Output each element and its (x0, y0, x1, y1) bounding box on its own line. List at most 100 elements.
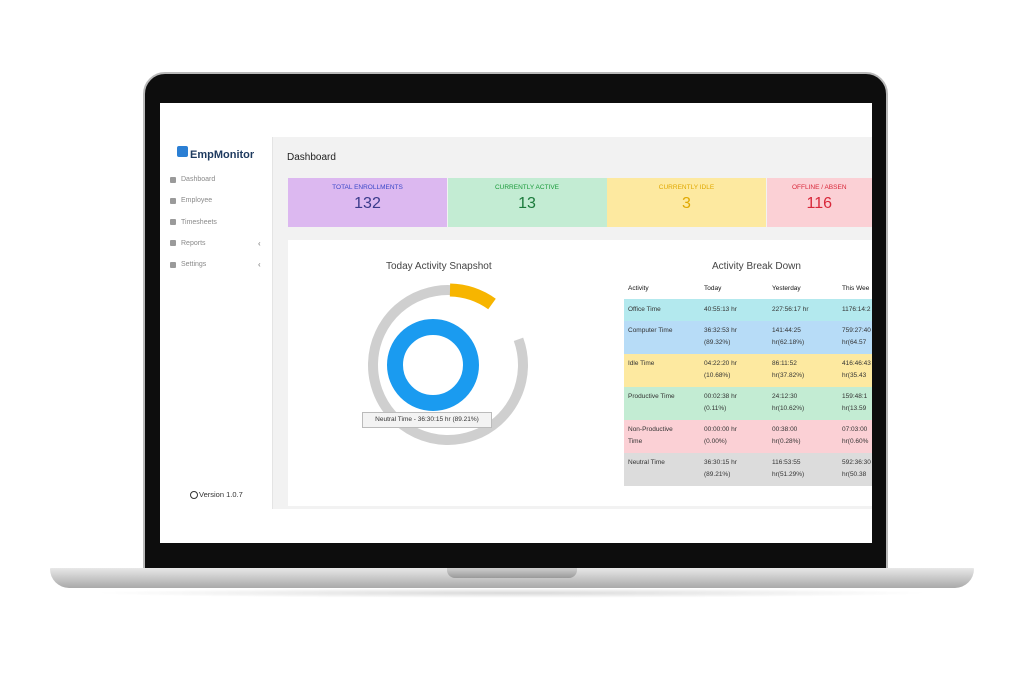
table-row: Idle Time 04:22:20 hr (10.68%) 86:11:52 hr(3… (624, 354, 872, 387)
cell-line: (0.11%) (704, 405, 727, 412)
table-cell: Non-Productive Time (628, 424, 694, 448)
table-cell: 116:53:55 hr(51.29%) (772, 457, 838, 481)
nav-icon (170, 176, 176, 183)
laptop-base (50, 568, 974, 588)
breakdown-table: Activity Today Yesterday This Wee Office Tim… (624, 277, 872, 486)
cell-line: 00:02:38 hr (704, 393, 737, 400)
nav-label[interactable]: Reports (181, 239, 206, 247)
cell-line: 416:46:43 (842, 360, 871, 367)
donut-chart (368, 283, 528, 445)
version-text: Version 1.0.7 (199, 490, 243, 499)
card-label: OFFLINE / ABSEN (791, 184, 847, 191)
cell-line: hr(37.82%) (772, 372, 805, 379)
snapshot-title: Today Activity Snapshot (386, 261, 492, 272)
table-cell: Computer Time (628, 325, 694, 337)
nav-item[interactable]: Dashboard (170, 176, 215, 183)
stat-card: CURRENTLY ACTIVE 13 (447, 178, 607, 227)
table-cell: Office Time (628, 304, 694, 316)
help-icon (190, 490, 198, 499)
nav-icon (170, 261, 176, 268)
cell-line: 40:55:13 hr (704, 306, 737, 313)
table-row: Office Time 40:55:13 hr 227:56:17 hr 1176:1… (624, 299, 872, 321)
cell-line: hr(0.28%) (772, 438, 801, 445)
nav-item[interactable]: Employee (170, 197, 212, 204)
table-cell: Neutral Time (628, 457, 694, 469)
card-value: 116 (806, 195, 832, 212)
outer-ring (368, 285, 528, 445)
table-cell: 36:32:53 hr (89.32%) (704, 325, 770, 349)
nav-label[interactable]: Timesheets (181, 218, 217, 226)
nav-item[interactable]: Reports (170, 240, 206, 247)
nav-label[interactable]: Employee (181, 197, 213, 205)
nav-icon (170, 197, 176, 204)
table-cell: 04:22:20 hr (10.68%) (704, 358, 770, 382)
stat-card: TOTAL ENROLLMENTS 132 (288, 178, 447, 227)
nav-label[interactable]: Settings (181, 261, 207, 269)
inner-ring (387, 319, 479, 411)
cell-line: 36:32:53 hr (704, 327, 737, 334)
table-cell: 1176:14:2 (842, 304, 872, 316)
nav-icon (170, 219, 176, 226)
table-cell: Productive Time (628, 391, 694, 403)
page-title: Dashboard (287, 152, 336, 163)
cell-line: 00:00:00 hr (704, 426, 737, 433)
cell-line: Neutral Time (628, 459, 665, 466)
table-cell: 00:38:00 hr(0.28%) (772, 424, 838, 448)
table-header: Activity Today Yesterday This Wee (624, 277, 872, 299)
card-value: 13 (518, 195, 536, 212)
cell-line: 04:22:20 hr (704, 360, 737, 367)
cell-line: hr(51.29%) (772, 471, 805, 478)
table-cell: 07:03:00 hr(0.60% (842, 424, 872, 448)
cell-line: 592:36:30 (842, 459, 871, 466)
chevron[interactable]: ‹ (258, 238, 261, 248)
table-cell: 00:02:38 hr (0.11%) (704, 391, 770, 415)
app: EmpMonitor Version 1.0.7 Dashboard Employ… (160, 137, 872, 509)
column-header: This Wee (842, 285, 870, 292)
sidebar: EmpMonitor Version 1.0.7 Dashboard Employ… (160, 137, 273, 509)
cell-line: hr(35.43 (842, 372, 867, 379)
idle-segment (449, 283, 496, 310)
nav-label[interactable]: Dashboard (181, 176, 216, 183)
table-cell: Idle Time (628, 358, 694, 370)
table-cell: 36:30:15 hr (89.21%) (704, 457, 770, 481)
cell-line: 116:53:55 (772, 459, 801, 466)
cell-line: Idle Time (628, 360, 655, 367)
chevron[interactable]: ‹ (258, 260, 261, 270)
screen: EmpMonitor Version 1.0.7 Dashboard Employ… (160, 103, 872, 543)
table-cell: 159:48:1 hr(13.59 (842, 391, 872, 415)
nav-item[interactable]: Timesheets (170, 219, 217, 226)
card-label: CURRENTLY IDLE (658, 184, 715, 191)
table-cell: 227:56:17 hr (772, 304, 838, 316)
cell-line: 759:27:40 (842, 327, 871, 334)
column-header: Yesterday (772, 285, 801, 292)
cell-line: 00:38:00 (772, 426, 798, 433)
table-cell: 141:44:25 hr(62.18%) (772, 325, 838, 349)
cell-line: hr(0.60% (842, 438, 869, 445)
version: Version 1.0.7 (190, 490, 243, 499)
nav-item[interactable]: Settings (170, 261, 206, 268)
cell-line: (10.68%) (704, 372, 731, 379)
card-label: TOTAL ENROLLMENTS (332, 184, 403, 191)
tooltip: Neutral Time - 36:30:15 hr (89.21%) (362, 412, 492, 428)
table-cell: 00:00:00 hr (0.00%) (704, 424, 770, 448)
brand: EmpMonitor (190, 149, 255, 161)
table-row: Computer Time 36:32:53 hr (89.32%) 141:44:2… (624, 321, 872, 354)
column-header: Activity (628, 285, 649, 292)
cell-line: 227:56:17 hr (772, 306, 809, 313)
cell-line: (89.32%) (704, 339, 731, 346)
logo-icon (177, 146, 188, 157)
nav-icon (170, 240, 176, 247)
cell-line: (0.00%) (704, 438, 727, 445)
stat-card: OFFLINE / ABSEN 116 (766, 178, 872, 227)
cell-line: 141:44:25 (772, 327, 801, 334)
cell-line: Productive Time (628, 393, 675, 400)
card-value: 3 (682, 195, 691, 212)
card-label: CURRENTLY ACTIVE (494, 184, 560, 191)
table-cell: 86:11:52 hr(37.82%) (772, 358, 838, 382)
cell-line: 24:12:30 (772, 393, 798, 400)
cell-line: 1176:14:2 (842, 306, 871, 313)
cell-line: 36:30:15 hr (704, 459, 737, 466)
cell-line: Office Time (628, 306, 661, 313)
table-cell: 592:36:30 hr(50.38 (842, 457, 872, 481)
